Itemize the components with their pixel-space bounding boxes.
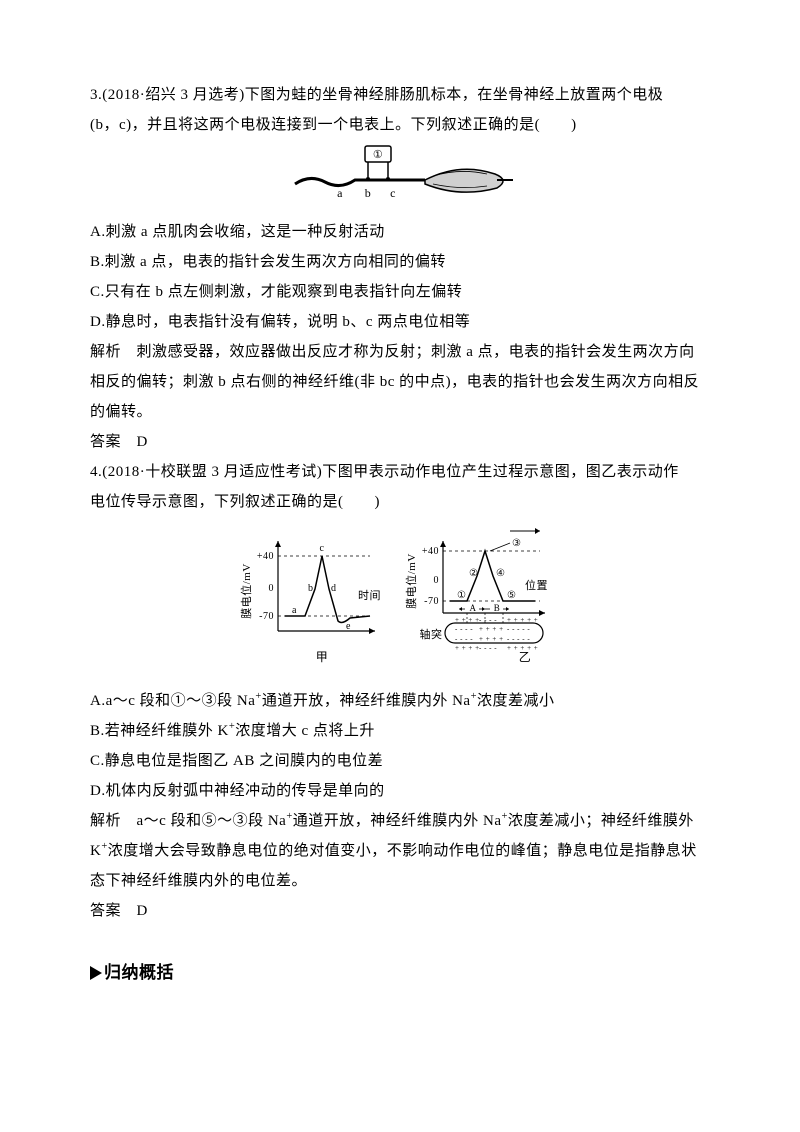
q4-answer: 答案 D xyxy=(90,896,710,926)
svg-text:B: B xyxy=(494,603,501,613)
meter-label: ① xyxy=(373,149,383,161)
q3-option-b: B.刺激 a 点，电表的指针会发生两次方向相同的偏转 xyxy=(90,247,710,277)
q3-stem-line1: 3.(2018·绍兴 3 月选考)下图为蛙的坐骨神经腓肠肌标本，在坐骨神经上放置… xyxy=(90,80,710,110)
svg-text:- - - - -: - - - - - xyxy=(507,635,530,643)
svg-text:+ + + +: + + + + xyxy=(479,625,504,633)
svg-text:a: a xyxy=(292,605,297,616)
svg-text:+ + + +: + + + + xyxy=(455,616,480,624)
q3-option-a: A.刺激 a 点肌肉会收缩，这是一种反射活动 xyxy=(90,217,710,247)
svg-text:c: c xyxy=(390,186,396,200)
svg-text:轴突: 轴突 xyxy=(420,627,443,641)
svg-text:+ + + +: + + + + xyxy=(479,635,504,643)
svg-text:+40: +40 xyxy=(422,546,439,557)
svg-text:- - - -: - - - - xyxy=(479,644,497,652)
svg-text:- - - -: - - - - xyxy=(479,616,497,624)
svg-text:+ + + +: + + + + xyxy=(455,644,480,652)
svg-text:-70: -70 xyxy=(424,596,439,607)
svg-text:b: b xyxy=(308,583,314,594)
q4-stem-line1: 4.(2018·十校联盟 3 月适应性考试)下图甲表示动作电位产生过程示意图，图… xyxy=(90,457,710,487)
q3-answer: 答案 D xyxy=(90,427,710,457)
svg-text:a: a xyxy=(337,186,343,200)
svg-text:e: e xyxy=(346,621,351,632)
svg-text:时间: 时间 xyxy=(358,589,381,602)
svg-text:+ + + + +: + + + + + xyxy=(507,616,538,624)
svg-text:膜电位/mV: 膜电位/mV xyxy=(404,553,418,609)
q4-option-b: B.若神经纤维膜外 K+浓度增大 c 点将上升 xyxy=(90,716,710,746)
svg-text:位置: 位置 xyxy=(525,578,548,592)
q4-figure: +40 0 -70 膜电位/mV a b c d e 时间 甲 xyxy=(90,521,710,682)
svg-text:0: 0 xyxy=(269,583,275,594)
q3-option-d: D.静息时，电表指针没有偏转，说明 b、c 两点电位相等 xyxy=(90,307,710,337)
svg-text:④: ④ xyxy=(496,568,505,579)
q4-stem-line2: 电位传导示意图，下列叙述正确的是( ) xyxy=(90,487,710,517)
svg-text:d: d xyxy=(331,583,337,594)
svg-text:- - - -: - - - - xyxy=(455,635,473,643)
q3-analysis-3: 的偏转。 xyxy=(90,397,710,427)
svg-text:乙: 乙 xyxy=(519,650,532,664)
q3-option-c: C.只有在 b 点左侧刺激，才能观察到电表指针向左偏转 xyxy=(90,277,710,307)
q4-analysis-2: K+浓度增大会导致静息电位的绝对值变小，不影响动作电位的峰值；静息电位是指静息状 xyxy=(90,836,710,866)
q4-analysis-3: 态下神经纤维膜内外的电位差。 xyxy=(90,866,710,896)
svg-text:膜电位/mV: 膜电位/mV xyxy=(239,563,253,619)
svg-text:⑤: ⑤ xyxy=(507,590,516,601)
svg-text:- - - -: - - - - xyxy=(455,625,473,633)
svg-text:A: A xyxy=(470,603,477,613)
svg-text:甲: 甲 xyxy=(316,650,329,664)
svg-text:③: ③ xyxy=(512,538,521,549)
svg-text:+40: +40 xyxy=(257,551,274,562)
svg-text:①: ① xyxy=(457,590,466,601)
svg-text:c: c xyxy=(320,543,325,554)
q4-option-c: C.静息电位是指图乙 AB 之间膜内的电位差 xyxy=(90,746,710,776)
svg-text:0: 0 xyxy=(434,575,440,586)
q4-option-d: D.机体内反射弧中神经冲动的传导是单向的 xyxy=(90,776,710,806)
q3-figure: ① a b c xyxy=(90,144,710,213)
q3-analysis-1: 解析 刺激感受器，效应器做出反应才称为反射；刺激 a 点，电表的指针会发生两次方… xyxy=(90,337,710,367)
svg-text:②: ② xyxy=(469,568,478,579)
svg-text:- - - - -: - - - - - xyxy=(507,625,530,633)
svg-text:-70: -70 xyxy=(259,611,274,622)
svg-text:b: b xyxy=(365,186,372,200)
summary-label: 归纳概括 xyxy=(104,956,174,990)
summary-heading: 归纳概括 xyxy=(90,956,710,990)
q4-option-a: A.a～c 段和①～③段 Na+通道开放，神经纤维膜内外 Na+浓度差减小 xyxy=(90,686,710,716)
q3-analysis-2: 相反的偏转；刺激 b 点右侧的神经纤维(非 bc 的中点)，电表的指针也会发生两… xyxy=(90,367,710,397)
q4-analysis-1: 解析 a～c 段和⑤～③段 Na+通道开放，神经纤维膜内外 Na+浓度差减小；神… xyxy=(90,806,710,836)
q3-stem-line2: (b，c)，并且将这两个电极连接到一个电表上。下列叙述正确的是( ) xyxy=(90,110,710,140)
triangle-icon xyxy=(90,966,102,980)
